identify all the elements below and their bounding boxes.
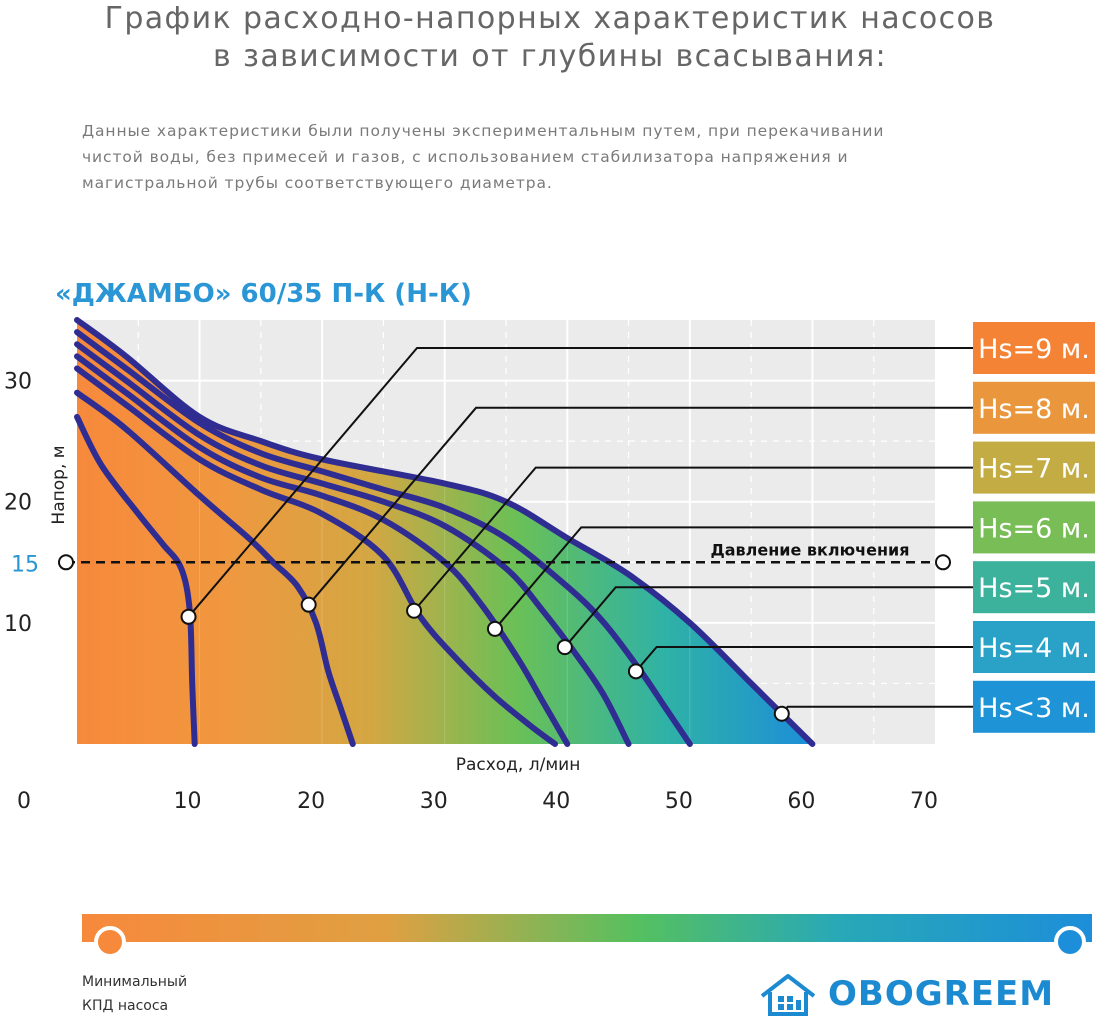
curves bbox=[74, 317, 816, 747]
legend-caption-line-2: КПД насоса bbox=[82, 998, 169, 1014]
threshold-end-marker bbox=[935, 554, 951, 571]
series-curve bbox=[74, 353, 571, 747]
legend-caption: Минимальный КПД насоса bbox=[82, 970, 187, 1018]
series-label-box bbox=[973, 561, 1095, 614]
brand-name: OBOGREEM bbox=[828, 974, 1055, 1014]
x-tick-label: 40 bbox=[542, 789, 570, 814]
series-marker bbox=[627, 663, 644, 680]
max-efficiency-marker bbox=[1054, 926, 1086, 958]
series-label-box bbox=[973, 322, 1095, 374]
x-tick-label: 0 bbox=[17, 789, 31, 814]
description-line-1: Данные характеристики были получены эксп… bbox=[82, 122, 885, 140]
y-tick-label: 30 bbox=[4, 370, 32, 395]
series-label-text: Hs<3 м. bbox=[978, 693, 1090, 724]
threshold-text: Давление включения bbox=[710, 540, 909, 559]
threshold-group: Давление включения 15 bbox=[11, 540, 951, 577]
series-label-text: Hs=7 м. bbox=[978, 454, 1090, 485]
x-tick-label: 20 bbox=[297, 789, 325, 814]
series-curve bbox=[74, 365, 559, 747]
leader-line bbox=[564, 586, 973, 648]
series-labels: Hs=9 м. Hs=8 м. Hs=7 м. Hs=6 м. Hs=5 м. Hs=4 … bbox=[973, 322, 1095, 733]
leader-line bbox=[307, 406, 973, 606]
series-label-text: Hs=4 м. bbox=[978, 633, 1090, 664]
axes: 0 10 20 30 40 50 60 70 10 20 30 bbox=[4, 370, 938, 814]
threshold-start-marker bbox=[58, 554, 74, 571]
x-tick-label: 10 bbox=[174, 789, 202, 814]
chart-title: «ДЖАМБО» 60/35 П-К (Н-К) bbox=[55, 279, 472, 309]
x-tick-label: 60 bbox=[787, 789, 815, 814]
y-tick-label: 10 bbox=[4, 612, 32, 637]
min-efficiency-marker bbox=[94, 926, 126, 958]
leader-lines bbox=[180, 347, 973, 722]
series-marker bbox=[773, 705, 790, 722]
series-label-text: Hs=6 м. bbox=[978, 513, 1090, 544]
leader-line bbox=[635, 646, 973, 672]
leader-line bbox=[494, 526, 973, 630]
series-label-text: Hs=9 м. bbox=[978, 334, 1090, 365]
x-axis-label: Расход, л/мин bbox=[456, 755, 581, 775]
series-marker bbox=[486, 620, 503, 637]
series-label-box bbox=[973, 680, 1095, 733]
y-tick-label: 20 bbox=[4, 491, 32, 516]
series-curve bbox=[74, 317, 816, 747]
series-curve bbox=[74, 413, 198, 747]
x-tick-label: 30 bbox=[420, 789, 448, 814]
page-title-line-1: График расходно-напорных характеристик н… bbox=[104, 1, 996, 36]
curve-fills bbox=[77, 320, 813, 744]
series-label-box bbox=[973, 621, 1095, 673]
efficiency-gradient-bar bbox=[82, 914, 1092, 942]
leader-line bbox=[187, 347, 973, 618]
y-axis-label: Напор, м bbox=[49, 445, 69, 524]
legend-caption-line-1: Минимальный bbox=[82, 974, 188, 990]
series-label-text: Hs=5 м. bbox=[978, 573, 1090, 604]
house-logo-icon bbox=[760, 974, 816, 1016]
leader-line bbox=[413, 466, 973, 612]
x-tick-label: 50 bbox=[665, 789, 693, 814]
series-marker bbox=[300, 596, 317, 613]
series-label-box bbox=[973, 381, 1095, 434]
series-marker bbox=[556, 639, 573, 656]
series-fill bbox=[77, 416, 195, 744]
description: Данные характеристики были получены эксп… bbox=[82, 118, 1062, 196]
brand-logo: OBOGREEM bbox=[758, 968, 1054, 1020]
series-marker bbox=[180, 608, 197, 625]
series-curve bbox=[74, 341, 632, 747]
series-label-text: Hs=8 м. bbox=[978, 394, 1090, 425]
series-marker bbox=[406, 602, 423, 619]
page-title-line-2: в зависимости от глубины всасывания: bbox=[212, 39, 888, 74]
threshold-value-label: 15 bbox=[11, 552, 39, 577]
series-label-box bbox=[973, 441, 1095, 494]
series-curve bbox=[74, 389, 356, 747]
series-label-box bbox=[973, 501, 1095, 554]
description-line-2: чистой воды, без примесей и газов, с исп… bbox=[82, 148, 849, 166]
description-line-3: магистральной трубы соответствующего диа… bbox=[82, 174, 553, 192]
x-tick-label: 70 bbox=[910, 789, 938, 814]
pump-chart: «ДЖАМБО» 60/35 П-К (Н-К) Давление включе… bbox=[4, 279, 1095, 958]
